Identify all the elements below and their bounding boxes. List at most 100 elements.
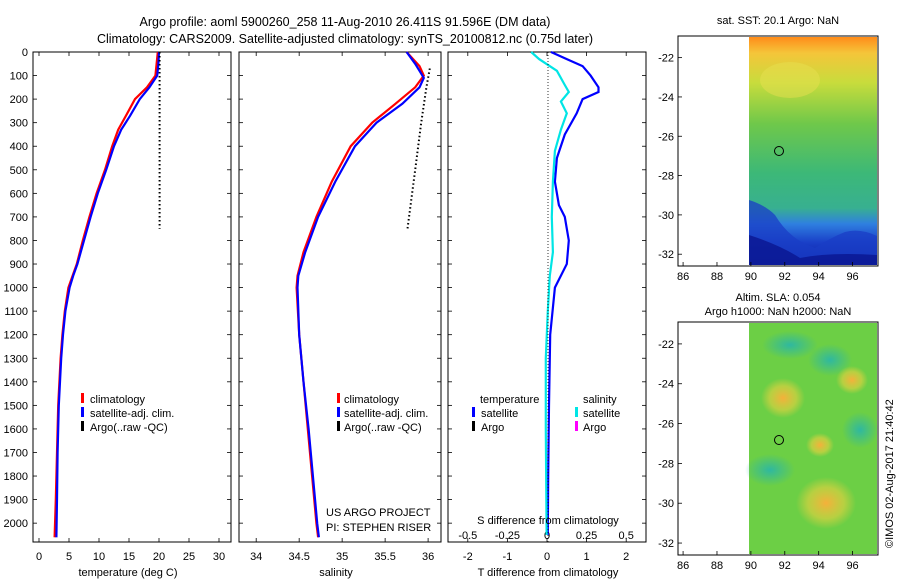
x-tick-label: 35.5	[374, 551, 395, 563]
depth-tick-label: 400	[10, 141, 28, 153]
map-y-tick-label: -22	[658, 339, 674, 351]
sla-warm-patch	[836, 366, 868, 394]
map-y-tick-label: -24	[658, 379, 674, 391]
map-x-tick-label: 86	[677, 271, 689, 283]
depth-tick-label: 1600	[4, 424, 28, 436]
legend-label-argo: Argo(..raw -QC)	[344, 422, 422, 434]
sst-map	[677, 35, 879, 267]
depth-tick-label: 1400	[4, 377, 28, 389]
x-tick-label: 0	[544, 551, 550, 563]
legend-label-temp-satellite: satellite	[481, 408, 518, 420]
sla-warm-patch	[761, 378, 805, 418]
depth-tick-label: 800	[10, 235, 28, 247]
top-tick-label: -0.25	[495, 530, 520, 542]
sla-warm-patch	[806, 433, 834, 457]
depth-tick-label: 1000	[4, 283, 28, 295]
x-tick-label: 10	[93, 551, 105, 563]
x-tick-label: 5	[66, 551, 72, 563]
x-tick-label: 1	[584, 551, 590, 563]
legend-swatch-argo	[81, 421, 84, 431]
map-x-tick-label: 96	[846, 560, 858, 572]
map-x-tick-label: 94	[813, 271, 825, 283]
map-y-tick-label: -32	[658, 249, 674, 261]
series-line-salinity-satellite	[530, 51, 571, 535]
x-tick-label: 35	[336, 551, 348, 563]
legend-header-temperature: temperature	[480, 394, 539, 406]
legend-label-temp-argo: Argo	[481, 422, 504, 434]
map-x-tick-label: 90	[745, 560, 757, 572]
depth-tick-label: 1200	[4, 330, 28, 342]
top-tick-label: 0.5	[619, 530, 634, 542]
map-x-tick-label: 88	[711, 271, 723, 283]
legend-swatch-satellite	[337, 407, 340, 417]
argo-location-marker	[774, 435, 784, 445]
map-y-tick-label: -26	[658, 419, 674, 431]
depth-tick-label: 1100	[4, 306, 28, 318]
depth-tick-label: 700	[10, 212, 28, 224]
series-line-satellite-adj-clim-	[55, 51, 161, 538]
temperature-xlabel: temperature (deg C)	[78, 567, 177, 579]
x-tick-label: 25	[183, 551, 195, 563]
salinity-axes: 34 34.5 35 35.5 36	[239, 51, 441, 563]
difference-xlabel: T difference from climatology	[478, 567, 619, 579]
x-tick-label: 15	[123, 551, 135, 563]
depth-tick-label: 0	[22, 47, 28, 59]
x-tick-label: 36	[422, 551, 434, 563]
x-tick-label: -2	[463, 551, 473, 563]
sst-warm-patch	[760, 62, 820, 98]
project-annotation: US ARGO PROJECT	[326, 507, 431, 519]
x-tick-label: 0	[36, 551, 42, 563]
depth-tick-labels: 0 100 200 300 400 500 600 700 800 900 1000 1100 1200…	[4, 47, 28, 530]
top-tick-label: 0.25	[576, 530, 597, 542]
top-tick-label: -0.5	[458, 530, 477, 542]
map-y-tick-label: -32	[658, 538, 674, 550]
sla-warm-patch	[796, 477, 856, 529]
argo-location-marker	[774, 146, 784, 156]
map-x-tick-label: 92	[779, 271, 791, 283]
depth-tick-label: 1500	[4, 400, 28, 412]
sla-map	[677, 321, 879, 556]
sla-cool-patch	[762, 331, 818, 359]
salinity-series	[295, 51, 431, 538]
map-y-tick-label: -30	[658, 210, 674, 222]
sla-cool-patch	[745, 454, 795, 486]
temperature-series	[53, 51, 161, 538]
map-x-tick-label: 94	[813, 560, 825, 572]
difference-top-label: S difference from climatology	[477, 515, 619, 527]
legend-swatch-temp-argo	[472, 421, 475, 431]
legend-label-argo: Argo(..raw -QC)	[90, 422, 168, 434]
map-x-tick-label: 88	[711, 560, 723, 572]
map-x-tick-label: 92	[779, 560, 791, 572]
x-tick-label: 34	[250, 551, 262, 563]
map-y-tick-label: -22	[658, 53, 674, 65]
depth-tick-label: 1800	[4, 471, 28, 483]
pi-annotation: PI: STEPHEN RISER	[326, 522, 431, 534]
x-tick-label: 2	[623, 551, 629, 563]
sla-map-title-line2: Argo h1000: NaN h2000: NaN	[705, 306, 852, 318]
legend-swatch-climatology	[81, 393, 84, 403]
map-x-tick-label: 86	[677, 560, 689, 572]
sst-deep-cold-region	[749, 235, 877, 265]
legend-label-sal-argo: Argo	[583, 422, 606, 434]
depth-tick-label: 1700	[4, 447, 28, 459]
x-tick-label: 34.5	[288, 551, 309, 563]
depth-tick-label: 500	[10, 165, 28, 177]
sla-map-title-line1: Altim. SLA: 0.054	[736, 292, 821, 304]
sla-cool-patch	[808, 344, 852, 376]
depth-tick-label: 1900	[4, 495, 28, 507]
legend-swatch-sal-argo	[575, 421, 578, 431]
map-y-tick-label: -30	[658, 498, 674, 510]
legend-header-salinity: salinity	[583, 394, 617, 406]
map-y-tick-label: -28	[658, 458, 674, 470]
sst-map-title: sat. SST: 20.1 Argo: NaN	[717, 15, 839, 27]
difference-axes: -2 -1 0 1 2 -0.5 -0.25 0 0.25 0.5	[448, 51, 646, 563]
legend-swatch-sal-satellite	[575, 407, 578, 417]
temperature-axes: 0 5 10 15 20 25 30	[33, 51, 231, 563]
map-y-tick-label: -26	[658, 131, 674, 143]
series-line-climatology	[53, 51, 159, 538]
series-line-climatology	[295, 51, 426, 538]
salinity-panel-frame	[238, 51, 442, 543]
x-tick-label: -1	[503, 551, 513, 563]
depth-tick-label: 2000	[4, 518, 28, 530]
x-tick-label: 20	[153, 551, 165, 563]
